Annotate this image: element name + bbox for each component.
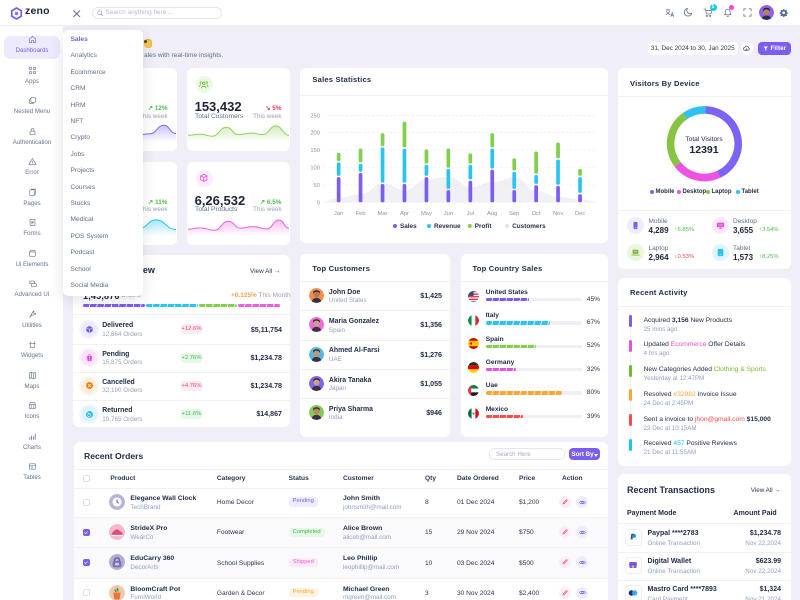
svg-text:Jul: Jul (467, 211, 474, 217)
svg-text:May: May (421, 211, 432, 217)
svg-text:250: 250 (311, 113, 321, 119)
svg-text:100: 100 (311, 165, 321, 171)
svg-text:0: 0 (317, 200, 320, 206)
svg-text:Customers: Customers (513, 223, 547, 230)
svg-text:200: 200 (311, 131, 321, 137)
svg-text:Feb: Feb (356, 211, 366, 217)
svg-text:Aug: Aug (487, 211, 497, 217)
svg-text:Nov: Nov (553, 211, 563, 217)
svg-text:Profit: Profit (475, 223, 493, 230)
svg-text:Oct: Oct (532, 211, 541, 217)
svg-text:Jun: Jun (444, 211, 453, 217)
svg-text:Revenue: Revenue (434, 223, 461, 230)
svg-text:Sep: Sep (509, 211, 519, 217)
svg-text:Sales: Sales (400, 223, 417, 230)
svg-text:Apr: Apr (400, 211, 409, 217)
svg-text:Mar: Mar (378, 211, 388, 217)
svg-text:Jan: Jan (334, 211, 343, 217)
svg-text:Dec: Dec (575, 211, 585, 217)
svg-text:50: 50 (314, 183, 320, 189)
svg-text:150: 150 (311, 148, 321, 154)
